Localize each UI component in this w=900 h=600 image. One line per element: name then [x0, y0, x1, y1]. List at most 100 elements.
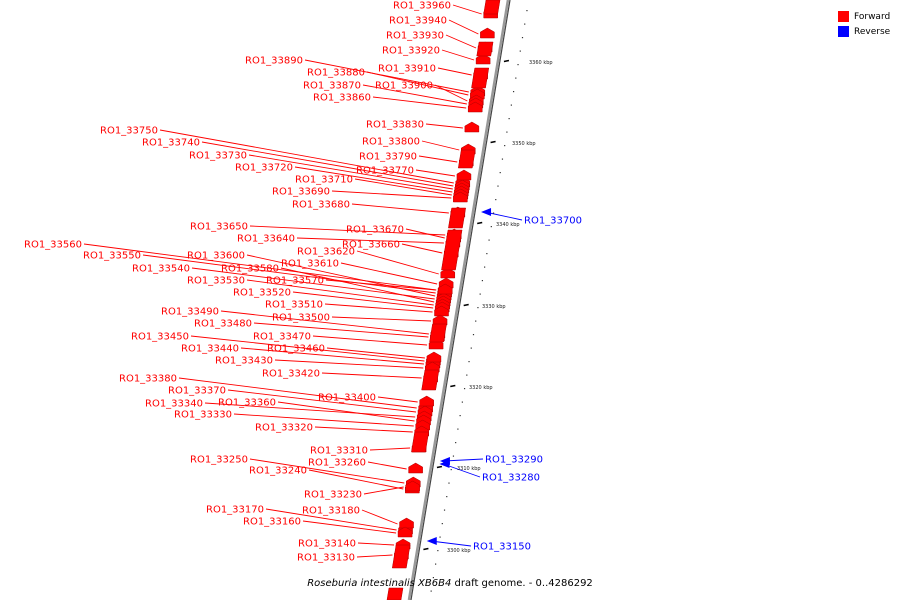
leader-line [294, 166, 453, 193]
gene-label-forward[interactable]: RO1_33680 [292, 200, 350, 211]
gene-glyph-forward[interactable] [453, 191, 468, 203]
gene-label-forward[interactable]: RO1_33470 [253, 332, 311, 343]
gene-glyph-forward[interactable] [405, 480, 420, 492]
axis-dot [448, 482, 450, 484]
gene-glyph-forward[interactable] [408, 462, 423, 474]
gene-label-forward[interactable]: RO1_33750 [100, 126, 158, 137]
gene-label-forward[interactable]: RO1_33720 [235, 163, 293, 174]
gene-label-forward[interactable]: RO1_33870 [303, 81, 361, 92]
gene-label-forward[interactable]: RO1_33920 [382, 46, 440, 57]
axis-dot [466, 374, 468, 376]
gene-label-forward[interactable]: RO1_33610 [281, 259, 339, 270]
gene-label-forward[interactable]: RO1_33560 [24, 240, 82, 251]
gene-label-forward[interactable]: RO1_33330 [174, 410, 232, 421]
gene-label-forward[interactable]: RO1_33550 [83, 251, 141, 262]
gene-glyph-forward[interactable] [464, 121, 480, 133]
major-tick [503, 59, 510, 63]
gene-label-forward[interactable]: RO1_33340 [145, 399, 203, 410]
gene-label-forward[interactable]: RO1_33620 [297, 247, 355, 258]
axis-dot [450, 469, 452, 471]
axis-dot [461, 401, 463, 403]
gene-label-forward[interactable]: RO1_33800 [362, 137, 420, 148]
gene-labels: RO1_33960 RO1_33940 RO1_33930 RO1_33920 RO1_… [24, 1, 582, 564]
gene-label-forward[interactable]: RO1_33740 [142, 138, 200, 149]
gene-label-forward[interactable]: RO1_33570 [266, 276, 324, 287]
gene-label-forward[interactable]: RO1_33420 [262, 369, 320, 380]
gene-block-forward [448, 207, 466, 229]
gene-label-forward[interactable]: RO1_33160 [243, 517, 301, 528]
gene-label-forward[interactable]: RO1_33650 [190, 222, 248, 233]
gene-label-forward[interactable]: RO1_33310 [310, 446, 368, 457]
gene-label-forward[interactable]: RO1_33830 [366, 120, 424, 131]
gene-label-forward[interactable]: RO1_33930 [386, 31, 444, 42]
gene-label-forward[interactable]: RO1_33460 [267, 344, 325, 355]
gene-block-forward [391, 544, 411, 569]
leader-line [331, 316, 432, 322]
gene-block-forward [483, 0, 501, 15]
gene-label-forward[interactable]: RO1_33370 [168, 386, 226, 397]
gene-glyph-forward[interactable] [426, 351, 442, 363]
gene-glyph-reverse[interactable] [426, 537, 437, 545]
gene-label-forward[interactable]: RO1_33170 [206, 505, 264, 516]
gene-glyph-forward[interactable] [467, 101, 483, 113]
gene-label-forward[interactable]: RO1_33180 [302, 506, 360, 517]
gene-label-forward[interactable]: RO1_33400 [318, 393, 376, 404]
gene-label-forward[interactable]: RO1_33320 [255, 423, 313, 434]
gene-label-forward[interactable]: RO1_33530 [187, 276, 245, 287]
gene-label-forward[interactable]: RO1_33510 [265, 300, 323, 311]
gene-label-forward[interactable]: RO1_33130 [297, 553, 355, 564]
gene-label-forward[interactable]: RO1_33430 [215, 356, 273, 367]
gene-label-forward[interactable]: RO1_33860 [313, 93, 371, 104]
gene-glyph-forward[interactable] [434, 305, 449, 317]
gene-label-forward[interactable]: RO1_33880 [307, 68, 365, 79]
gene-label-forward[interactable]: RO1_33250 [190, 455, 248, 466]
gene-glyph-forward[interactable] [419, 395, 434, 407]
gene-label-forward[interactable]: RO1_33540 [132, 264, 190, 275]
leader-line [325, 279, 437, 291]
gene-glyph-forward[interactable] [399, 517, 414, 529]
gene-label-forward[interactable]: RO1_33940 [389, 16, 447, 27]
gene-label-forward[interactable]: RO1_33600 [187, 251, 245, 262]
gene-label-forward[interactable]: RO1_33490 [161, 307, 219, 318]
gene-label-forward[interactable]: RO1_33640 [237, 234, 295, 245]
gene-label-forward[interactable]: RO1_33770 [356, 166, 414, 177]
gene-glyph-forward[interactable] [432, 314, 448, 326]
gene-block-forward [457, 149, 476, 169]
gene-label-forward[interactable]: RO1_33140 [298, 539, 356, 550]
gene-label-reverse[interactable]: RO1_33280 [482, 473, 540, 484]
gene-label-forward[interactable]: RO1_33890 [245, 56, 303, 67]
gene-label-forward[interactable]: RO1_33450 [131, 332, 189, 343]
gene-label-forward[interactable]: RO1_33910 [378, 64, 436, 75]
gene-label-forward[interactable]: RO1_33960 [393, 1, 451, 12]
gene-label-reverse[interactable]: RO1_33700 [524, 216, 582, 227]
leader-line [190, 335, 425, 362]
gene-label-forward[interactable]: RO1_33240 [249, 466, 307, 477]
gene-label-forward[interactable]: RO1_33440 [181, 344, 239, 355]
gene-label-forward[interactable]: RO1_33660 [342, 240, 400, 251]
gene-glyph-forward[interactable] [456, 169, 472, 181]
gene-label-forward[interactable]: RO1_33230 [304, 490, 362, 501]
gene-glyph-forward[interactable] [480, 27, 495, 39]
gene-label-reverse[interactable]: RO1_33290 [485, 455, 543, 466]
gene-label-forward[interactable]: RO1_33380 [119, 374, 177, 385]
gene-glyph-forward[interactable] [437, 283, 453, 295]
gene-label-forward[interactable]: RO1_33900 [375, 81, 433, 92]
gene-label-forward[interactable]: RO1_33480 [194, 319, 252, 330]
gene-glyph-reverse[interactable] [481, 208, 492, 216]
gene-label-forward[interactable]: RO1_33670 [346, 225, 404, 236]
gene-label-forward[interactable]: RO1_33730 [189, 151, 247, 162]
gene-label-forward[interactable]: RO1_33580 [221, 264, 279, 275]
gene-label-forward[interactable]: RO1_33260 [308, 458, 366, 469]
axis-dot [501, 158, 504, 160]
gene-label-forward[interactable]: RO1_33520 [233, 288, 291, 299]
gene-label-forward[interactable]: RO1_33790 [359, 152, 417, 163]
gene-label-forward[interactable]: RO1_33360 [218, 398, 276, 409]
gene-label-forward[interactable]: RO1_33500 [272, 313, 330, 324]
gene-label-forward[interactable]: RO1_33710 [295, 175, 353, 186]
gene-glyph-reverse[interactable] [439, 460, 450, 468]
gene-label-reverse[interactable]: RO1_33150 [473, 542, 531, 553]
gene-label-forward[interactable]: RO1_33690 [272, 187, 330, 198]
gene-glyph-forward[interactable] [397, 526, 413, 538]
axis-dots [430, 10, 528, 592]
